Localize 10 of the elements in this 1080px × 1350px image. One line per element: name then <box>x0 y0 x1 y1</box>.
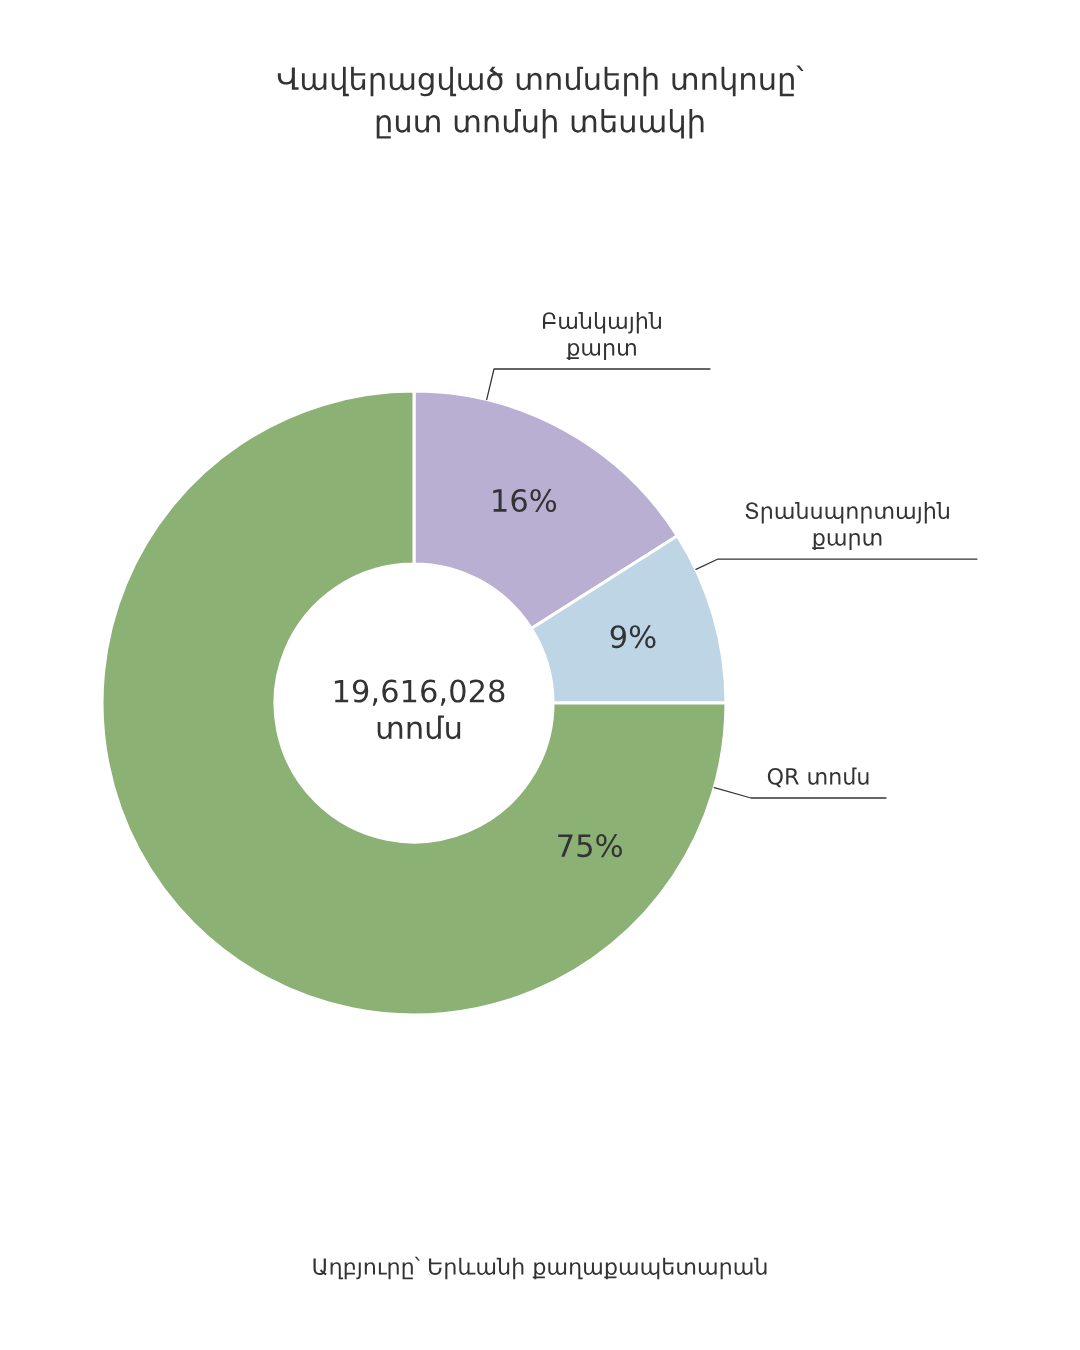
data-label: 9% <box>610 625 656 649</box>
data-label: 75% <box>558 834 622 858</box>
data-label: 16% <box>493 488 557 513</box>
text: Աղբյուրը՝ Երևանի քաղաքապետարան <box>313 1256 767 1280</box>
slice-label: Տրանսպորտային քարտ <box>745 501 949 550</box>
text: 19,616,028 տոմս <box>334 679 505 740</box>
slice-label: QR տոմս <box>767 767 869 788</box>
slice-label: Բանկային քարտ <box>542 311 661 360</box>
chart-title: Վավերացված տոմսերի տոկոսը՝ ըստ տոմսի տեսակի <box>277 65 804 139</box>
donut-slice <box>100 389 728 1017</box>
